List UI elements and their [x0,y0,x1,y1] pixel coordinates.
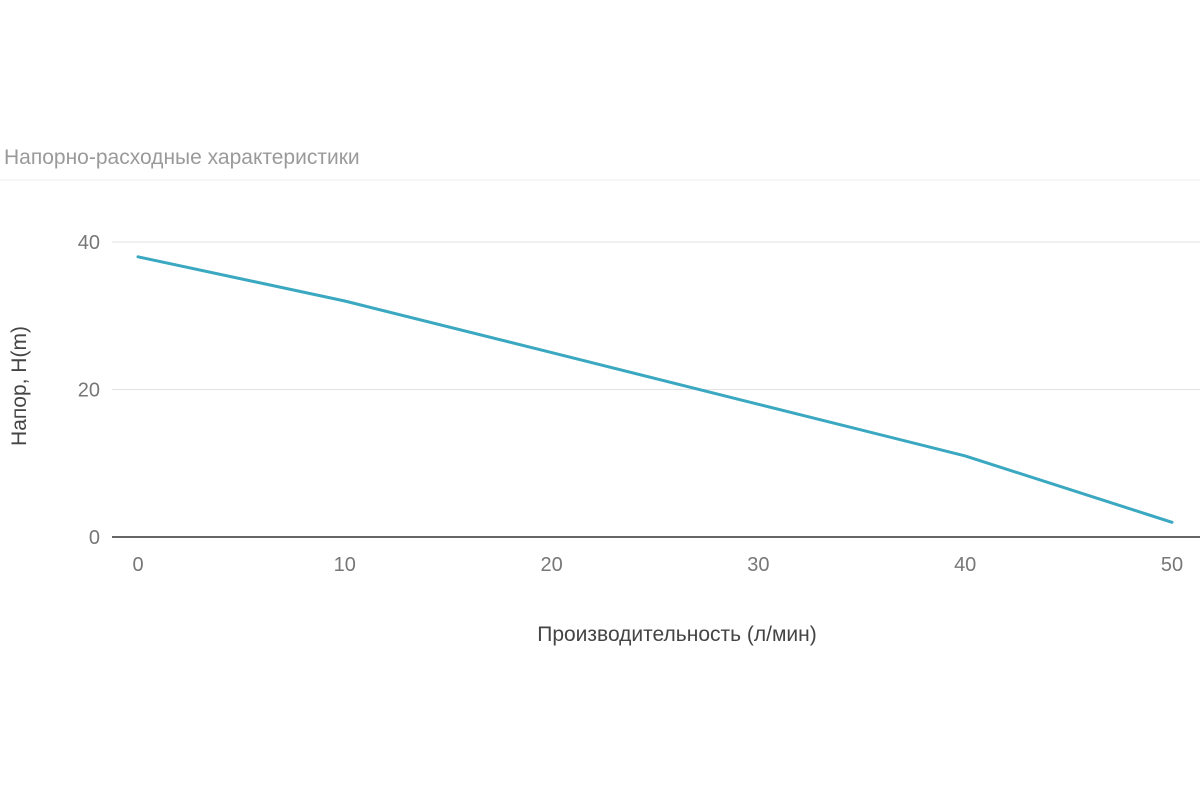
x-tick-label-40: 40 [954,554,976,576]
x-axis-ticks: 0 10 20 30 40 50 [132,554,1183,576]
x-tick-label-50: 50 [1161,554,1183,576]
x-tick-label-30: 30 [747,554,769,576]
y-tick-label-40: 40 [78,232,100,254]
chart-title: Напорно-расходные характеристики [4,146,360,169]
x-tick-label-0: 0 [132,554,143,576]
y-tick-label-0: 0 [89,527,100,549]
x-axis-title: Производительность (л/мин) [537,623,817,646]
x-tick-label-20: 20 [540,554,562,576]
y-axis-ticks: 0 20 40 [78,232,100,549]
y-tick-label-20: 20 [78,380,100,402]
x-tick-label-10: 10 [334,554,356,576]
series-line-0 [136,255,1174,524]
grid-layer [112,241,1200,538]
y-axis-title: Напор, H(m) [8,326,31,446]
series-layer [136,255,1174,524]
